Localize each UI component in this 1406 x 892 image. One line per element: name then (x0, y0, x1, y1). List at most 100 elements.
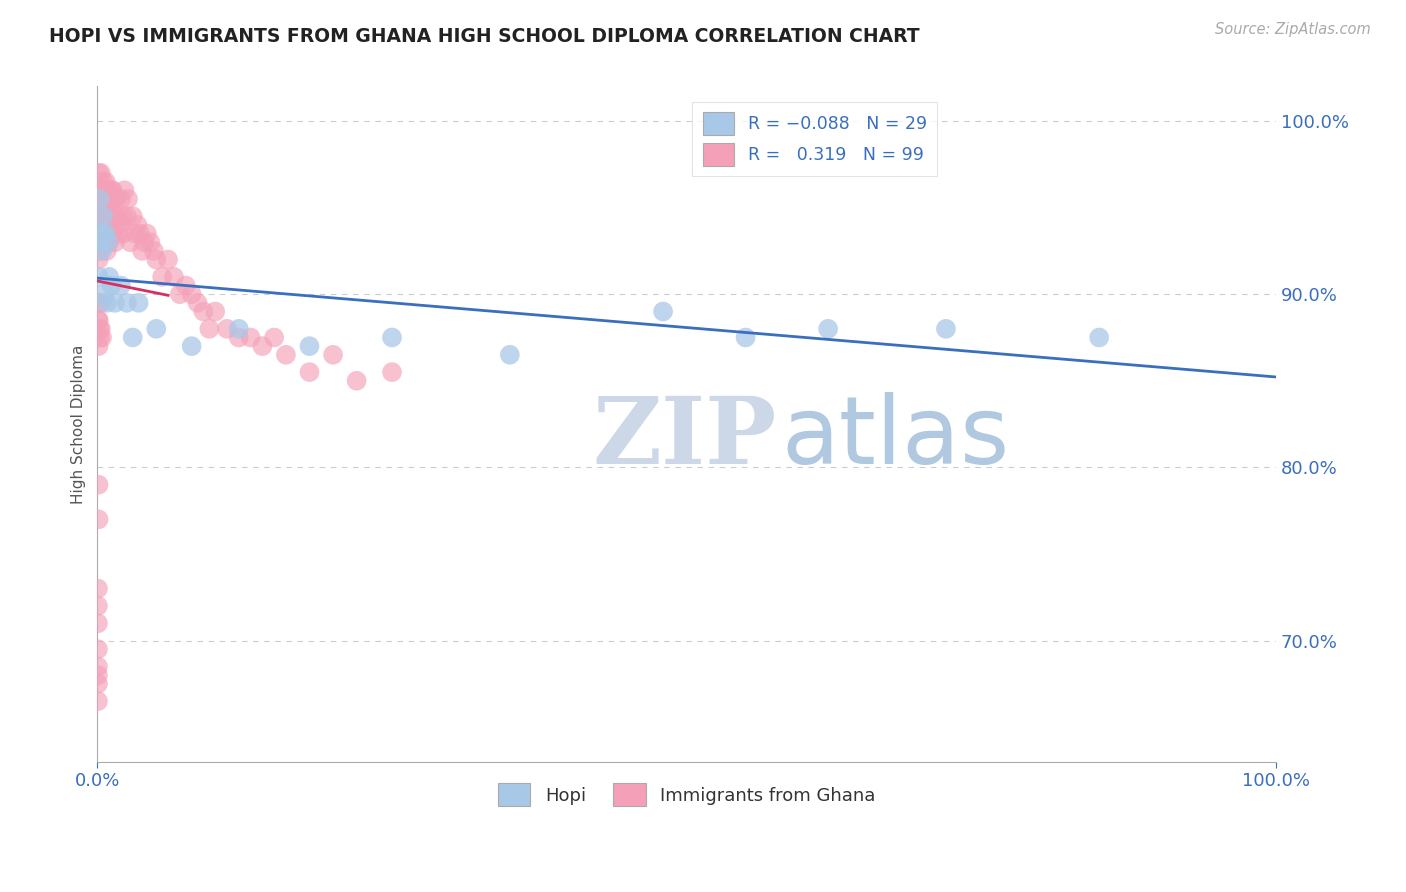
Point (169, 287, 191, 301)
Point (98, 269, 121, 284)
Point (128, 227, 150, 241)
Point (87, 677, 110, 691)
Point (87, 659, 110, 673)
Point (87, 313, 110, 327)
Point (90, 218, 112, 232)
Point (298, 339, 321, 353)
Point (91, 201, 114, 215)
Point (89, 192, 111, 206)
Point (90, 296, 112, 310)
Point (120, 235, 142, 250)
Point (127, 218, 149, 232)
Point (135, 227, 157, 241)
Point (117, 192, 139, 206)
Point (87, 512, 110, 526)
Point (101, 227, 124, 241)
Point (298, 365, 321, 379)
Point (89, 183, 111, 197)
Point (94, 209, 117, 223)
Point (98, 192, 121, 206)
Point (103, 209, 125, 223)
Point (97, 235, 120, 250)
Point (94, 175, 117, 189)
Point (87, 269, 110, 284)
Point (198, 322, 221, 336)
Point (124, 227, 146, 241)
Point (110, 278, 132, 293)
Point (107, 227, 129, 241)
Point (935, 322, 957, 336)
Point (100, 278, 122, 293)
Point (87, 166, 110, 180)
Point (87, 616, 110, 631)
Point (96, 218, 118, 232)
Point (145, 322, 167, 336)
Point (89, 227, 111, 241)
Point (817, 322, 839, 336)
Point (98, 183, 121, 197)
Point (115, 209, 138, 223)
Point (89, 209, 111, 223)
Point (91, 175, 114, 189)
Point (110, 192, 132, 206)
Point (174, 278, 197, 293)
Point (204, 304, 226, 318)
Point (734, 330, 756, 344)
Point (111, 209, 134, 223)
Point (89, 244, 111, 258)
Point (87, 313, 110, 327)
Point (89, 227, 111, 241)
Point (1088, 330, 1111, 344)
Point (228, 322, 250, 336)
Point (98, 235, 121, 250)
Point (91, 209, 114, 223)
Point (97, 227, 120, 241)
Point (139, 235, 162, 250)
Point (180, 339, 202, 353)
Text: HOPI VS IMMIGRANTS FROM GHANA HIGH SCHOOL DIPLOMA CORRELATION CHART: HOPI VS IMMIGRANTS FROM GHANA HIGH SCHOO… (49, 27, 920, 45)
Point (87, 201, 110, 215)
Point (96, 296, 118, 310)
Point (228, 330, 250, 344)
Point (90, 235, 112, 250)
Point (115, 296, 138, 310)
Point (346, 374, 368, 388)
Point (87, 642, 110, 657)
Point (96, 183, 118, 197)
Point (93, 235, 115, 250)
Point (87, 599, 110, 613)
Point (93, 192, 115, 206)
Point (98, 218, 121, 232)
Point (263, 330, 285, 344)
Point (87, 339, 110, 353)
Point (108, 218, 131, 232)
Point (121, 330, 143, 344)
Point (89, 192, 111, 206)
Point (499, 348, 522, 362)
Point (100, 227, 122, 241)
Point (104, 192, 127, 206)
Point (215, 322, 238, 336)
Point (89, 322, 111, 336)
Point (97, 201, 120, 215)
Point (150, 269, 173, 284)
Text: Source: ZipAtlas.com: Source: ZipAtlas.com (1215, 22, 1371, 37)
Point (91, 209, 114, 223)
Point (87, 477, 110, 491)
Point (322, 348, 344, 362)
Point (104, 296, 127, 310)
Point (87, 694, 110, 708)
Point (652, 304, 675, 318)
Point (180, 287, 202, 301)
Point (145, 252, 167, 267)
Point (274, 348, 297, 362)
Legend: Hopi, Immigrants from Ghana: Hopi, Immigrants from Ghana (491, 776, 883, 814)
Point (163, 269, 186, 284)
Point (96, 244, 118, 258)
Point (193, 304, 215, 318)
Point (105, 192, 128, 206)
Point (87, 252, 110, 267)
Point (114, 183, 136, 197)
Text: atlas: atlas (780, 392, 1010, 483)
Point (91, 192, 114, 206)
